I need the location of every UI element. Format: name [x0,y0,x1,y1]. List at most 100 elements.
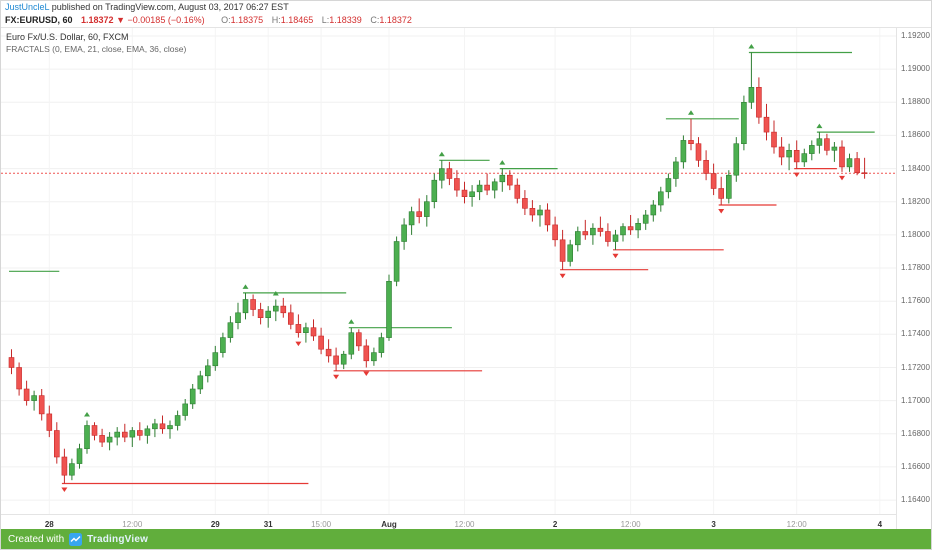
candle[interactable] [680,140,687,163]
candle[interactable] [748,86,755,103]
candle[interactable] [771,131,777,148]
candle[interactable] [454,178,460,191]
candle[interactable] [401,224,407,242]
candle[interactable] [250,299,256,310]
chart-canvas[interactable] [1,28,896,514]
candle[interactable] [144,428,151,436]
candle[interactable] [295,324,302,333]
candle[interactable] [355,332,362,347]
candle[interactable] [348,332,355,355]
time-axis[interactable]: 28 12:00 29 31 15:00 Aug 12:00 2 12:00 3 12:00 4 [1,514,896,532]
candle[interactable] [635,223,641,231]
candle[interactable] [567,244,574,262]
candle[interactable] [438,168,445,181]
candle[interactable] [552,224,558,241]
candle[interactable] [529,208,536,216]
candle[interactable] [733,143,740,176]
candle[interactable] [378,337,385,353]
candle[interactable] [371,352,377,362]
candle[interactable] [484,184,490,191]
candle[interactable] [476,184,483,193]
candle[interactable] [861,172,868,174]
candle[interactable] [537,209,543,216]
candle[interactable] [499,174,506,183]
candle[interactable] [280,305,287,314]
candle[interactable] [544,209,551,226]
candle[interactable] [23,388,30,401]
candle[interactable] [597,227,604,232]
candle[interactable] [106,436,113,443]
candle[interactable] [167,425,173,430]
candle[interactable] [287,312,294,325]
candle[interactable] [559,239,566,262]
candle[interactable] [506,174,513,186]
candle[interactable] [197,375,204,390]
candle[interactable] [725,174,732,199]
candle[interactable] [816,138,823,146]
candle[interactable] [16,367,22,390]
candle[interactable] [688,140,694,145]
candle[interactable] [695,143,702,161]
candle[interactable] [756,86,762,118]
candle[interactable] [325,348,332,357]
candle[interactable] [99,435,105,443]
candle[interactable] [257,309,264,318]
price-chart-plot[interactable]: Euro Fx/U.S. Dollar, 60, FXCM FRACTALS (… [1,28,896,514]
candle[interactable] [778,146,785,158]
candle[interactable] [205,365,211,377]
candle[interactable] [808,145,815,154]
candle[interactable] [114,431,120,438]
candle[interactable] [846,158,853,168]
candles-layer[interactable] [8,52,868,484]
candle[interactable] [31,395,37,401]
candle[interactable] [831,146,838,151]
candle[interactable] [416,211,423,217]
candle[interactable] [386,281,392,338]
candle[interactable] [242,299,249,314]
candle[interactable] [514,184,521,199]
candle[interactable] [522,198,528,209]
candle[interactable] [129,430,136,438]
candle[interactable] [650,204,657,216]
candle[interactable] [703,160,709,174]
candle[interactable] [582,231,589,236]
candle[interactable] [431,179,438,202]
symbol-name[interactable]: FX:EURUSD, 60 [5,15,73,25]
candle[interactable] [491,181,498,191]
candle[interactable] [340,353,347,365]
candle[interactable] [854,158,860,174]
candle[interactable] [265,310,272,319]
candle[interactable] [824,138,830,151]
candle[interactable] [235,312,241,323]
candle[interactable] [76,448,83,464]
candle[interactable] [220,337,226,353]
candle[interactable] [612,234,619,242]
candle[interactable] [272,305,279,312]
tradingview-brand[interactable]: TradingView [87,533,149,545]
candle[interactable] [46,413,53,431]
candle[interactable] [469,191,475,198]
candle[interactable] [91,425,98,436]
candle[interactable] [408,211,415,226]
candle[interactable] [423,201,430,217]
candle[interactable] [461,189,468,198]
candle[interactable] [152,423,158,430]
candle[interactable] [657,191,664,206]
candle[interactable] [303,327,309,334]
candle[interactable] [673,161,679,179]
candle[interactable] [665,178,672,193]
candle[interactable] [8,357,15,368]
candle[interactable] [182,403,188,416]
candle[interactable] [801,153,808,163]
candle[interactable] [741,102,747,145]
candle[interactable] [839,146,845,168]
candle[interactable] [137,430,143,436]
candle[interactable] [212,352,219,367]
price-axis[interactable]: 1.19200 1.19000 1.18800 1.18600 1.18400 1.182… [896,28,931,532]
candle[interactable] [574,231,581,246]
candle[interactable] [61,456,68,476]
candle[interactable] [69,463,75,476]
candle[interactable] [605,231,611,242]
candle[interactable] [620,226,626,236]
candle[interactable] [627,226,634,231]
